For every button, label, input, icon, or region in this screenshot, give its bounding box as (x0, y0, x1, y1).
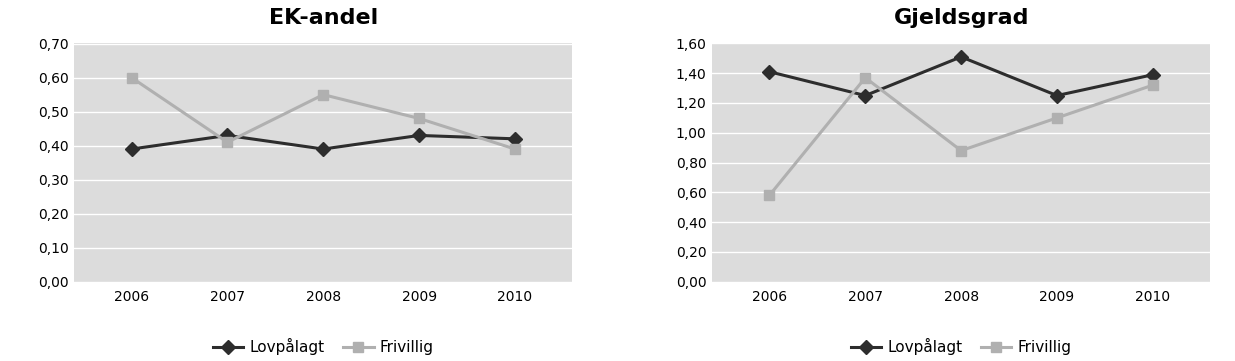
Title: EK-andel: EK-andel (269, 8, 378, 28)
Title: Gjeldsgrad: Gjeldsgrad (893, 8, 1029, 28)
Legend: Lovpålagt, Frivillig: Lovpålagt, Frivillig (845, 332, 1078, 361)
Legend: Lovpålagt, Frivillig: Lovpålagt, Frivillig (206, 332, 440, 361)
